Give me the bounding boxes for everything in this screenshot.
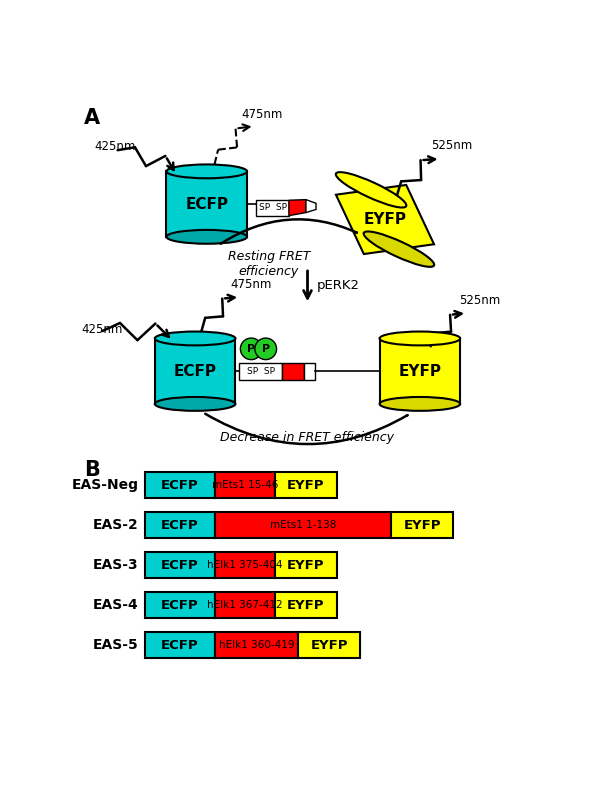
Text: 475nm: 475nm — [230, 279, 271, 291]
Bar — [145, 512, 215, 538]
Circle shape — [255, 338, 277, 360]
Text: 425nm: 425nm — [94, 140, 136, 153]
Text: EYFP: EYFP — [398, 364, 442, 379]
Text: 525nm: 525nm — [458, 294, 500, 307]
Text: 475nm: 475nm — [242, 108, 283, 121]
Text: ECFP: ECFP — [161, 639, 199, 652]
Bar — [391, 512, 453, 538]
Bar — [275, 592, 337, 618]
Text: SP  SP: SP SP — [259, 204, 287, 213]
FancyArrowPatch shape — [205, 414, 407, 444]
Ellipse shape — [166, 230, 247, 244]
Text: 425nm: 425nm — [81, 323, 122, 336]
FancyBboxPatch shape — [282, 363, 304, 380]
Text: Resting FRET
efficiency: Resting FRET efficiency — [227, 250, 310, 279]
Text: B: B — [84, 461, 100, 481]
Bar — [145, 472, 215, 498]
Text: EYFP: EYFP — [403, 519, 441, 532]
Text: EAS-Neg: EAS-Neg — [71, 478, 139, 492]
Bar — [145, 552, 215, 579]
Text: mEts1 15-46: mEts1 15-46 — [212, 480, 278, 490]
Bar — [215, 632, 298, 658]
Bar — [145, 592, 215, 618]
Text: hElk1 360-419: hElk1 360-419 — [218, 640, 294, 650]
Text: mEts1 1-138: mEts1 1-138 — [269, 520, 336, 530]
Ellipse shape — [155, 397, 235, 411]
FancyBboxPatch shape — [304, 363, 315, 380]
Text: Decrease in FRET efficiency: Decrease in FRET efficiency — [221, 431, 395, 444]
Text: ECFP: ECFP — [185, 197, 228, 212]
Polygon shape — [306, 200, 316, 213]
Text: EYFP: EYFP — [287, 599, 325, 612]
Text: EYFP: EYFP — [287, 559, 325, 572]
Bar — [215, 472, 275, 498]
Ellipse shape — [155, 331, 235, 345]
Bar — [215, 592, 275, 618]
FancyBboxPatch shape — [256, 201, 289, 216]
Text: hElk1 367-412: hElk1 367-412 — [207, 600, 283, 611]
Circle shape — [241, 338, 262, 360]
Text: P: P — [262, 344, 270, 354]
Bar — [155, 338, 235, 404]
Text: ECFP: ECFP — [173, 364, 217, 379]
Text: 525nm: 525nm — [431, 139, 473, 152]
Bar — [380, 338, 460, 404]
Bar — [298, 632, 360, 658]
Text: ECFP: ECFP — [161, 519, 199, 532]
Text: SP  SP: SP SP — [247, 367, 275, 376]
FancyArrowPatch shape — [221, 220, 357, 244]
Ellipse shape — [336, 172, 406, 208]
Ellipse shape — [380, 397, 460, 411]
Polygon shape — [336, 185, 434, 254]
Text: EYFP: EYFP — [287, 478, 325, 492]
Text: hElk1 375-404: hElk1 375-404 — [207, 560, 283, 570]
Text: pERK2: pERK2 — [317, 279, 360, 292]
Text: ECFP: ECFP — [161, 599, 199, 612]
Bar — [145, 632, 215, 658]
Text: ECFP: ECFP — [161, 559, 199, 572]
Bar — [215, 512, 391, 538]
Bar — [215, 552, 275, 579]
Ellipse shape — [380, 331, 460, 345]
FancyBboxPatch shape — [239, 363, 282, 380]
Bar — [166, 171, 247, 237]
Bar — [275, 472, 337, 498]
Ellipse shape — [364, 232, 434, 267]
Text: ECFP: ECFP — [161, 478, 199, 492]
Text: EYFP: EYFP — [310, 639, 348, 652]
Polygon shape — [289, 200, 306, 216]
Text: EAS-4: EAS-4 — [93, 599, 139, 612]
Text: EAS-5: EAS-5 — [93, 638, 139, 652]
Text: A: A — [84, 107, 100, 128]
Text: EYFP: EYFP — [364, 212, 407, 227]
Ellipse shape — [166, 165, 247, 178]
Text: EAS-2: EAS-2 — [93, 518, 139, 533]
Text: EAS-3: EAS-3 — [93, 558, 139, 572]
Bar — [275, 552, 337, 579]
Text: P: P — [247, 344, 255, 354]
